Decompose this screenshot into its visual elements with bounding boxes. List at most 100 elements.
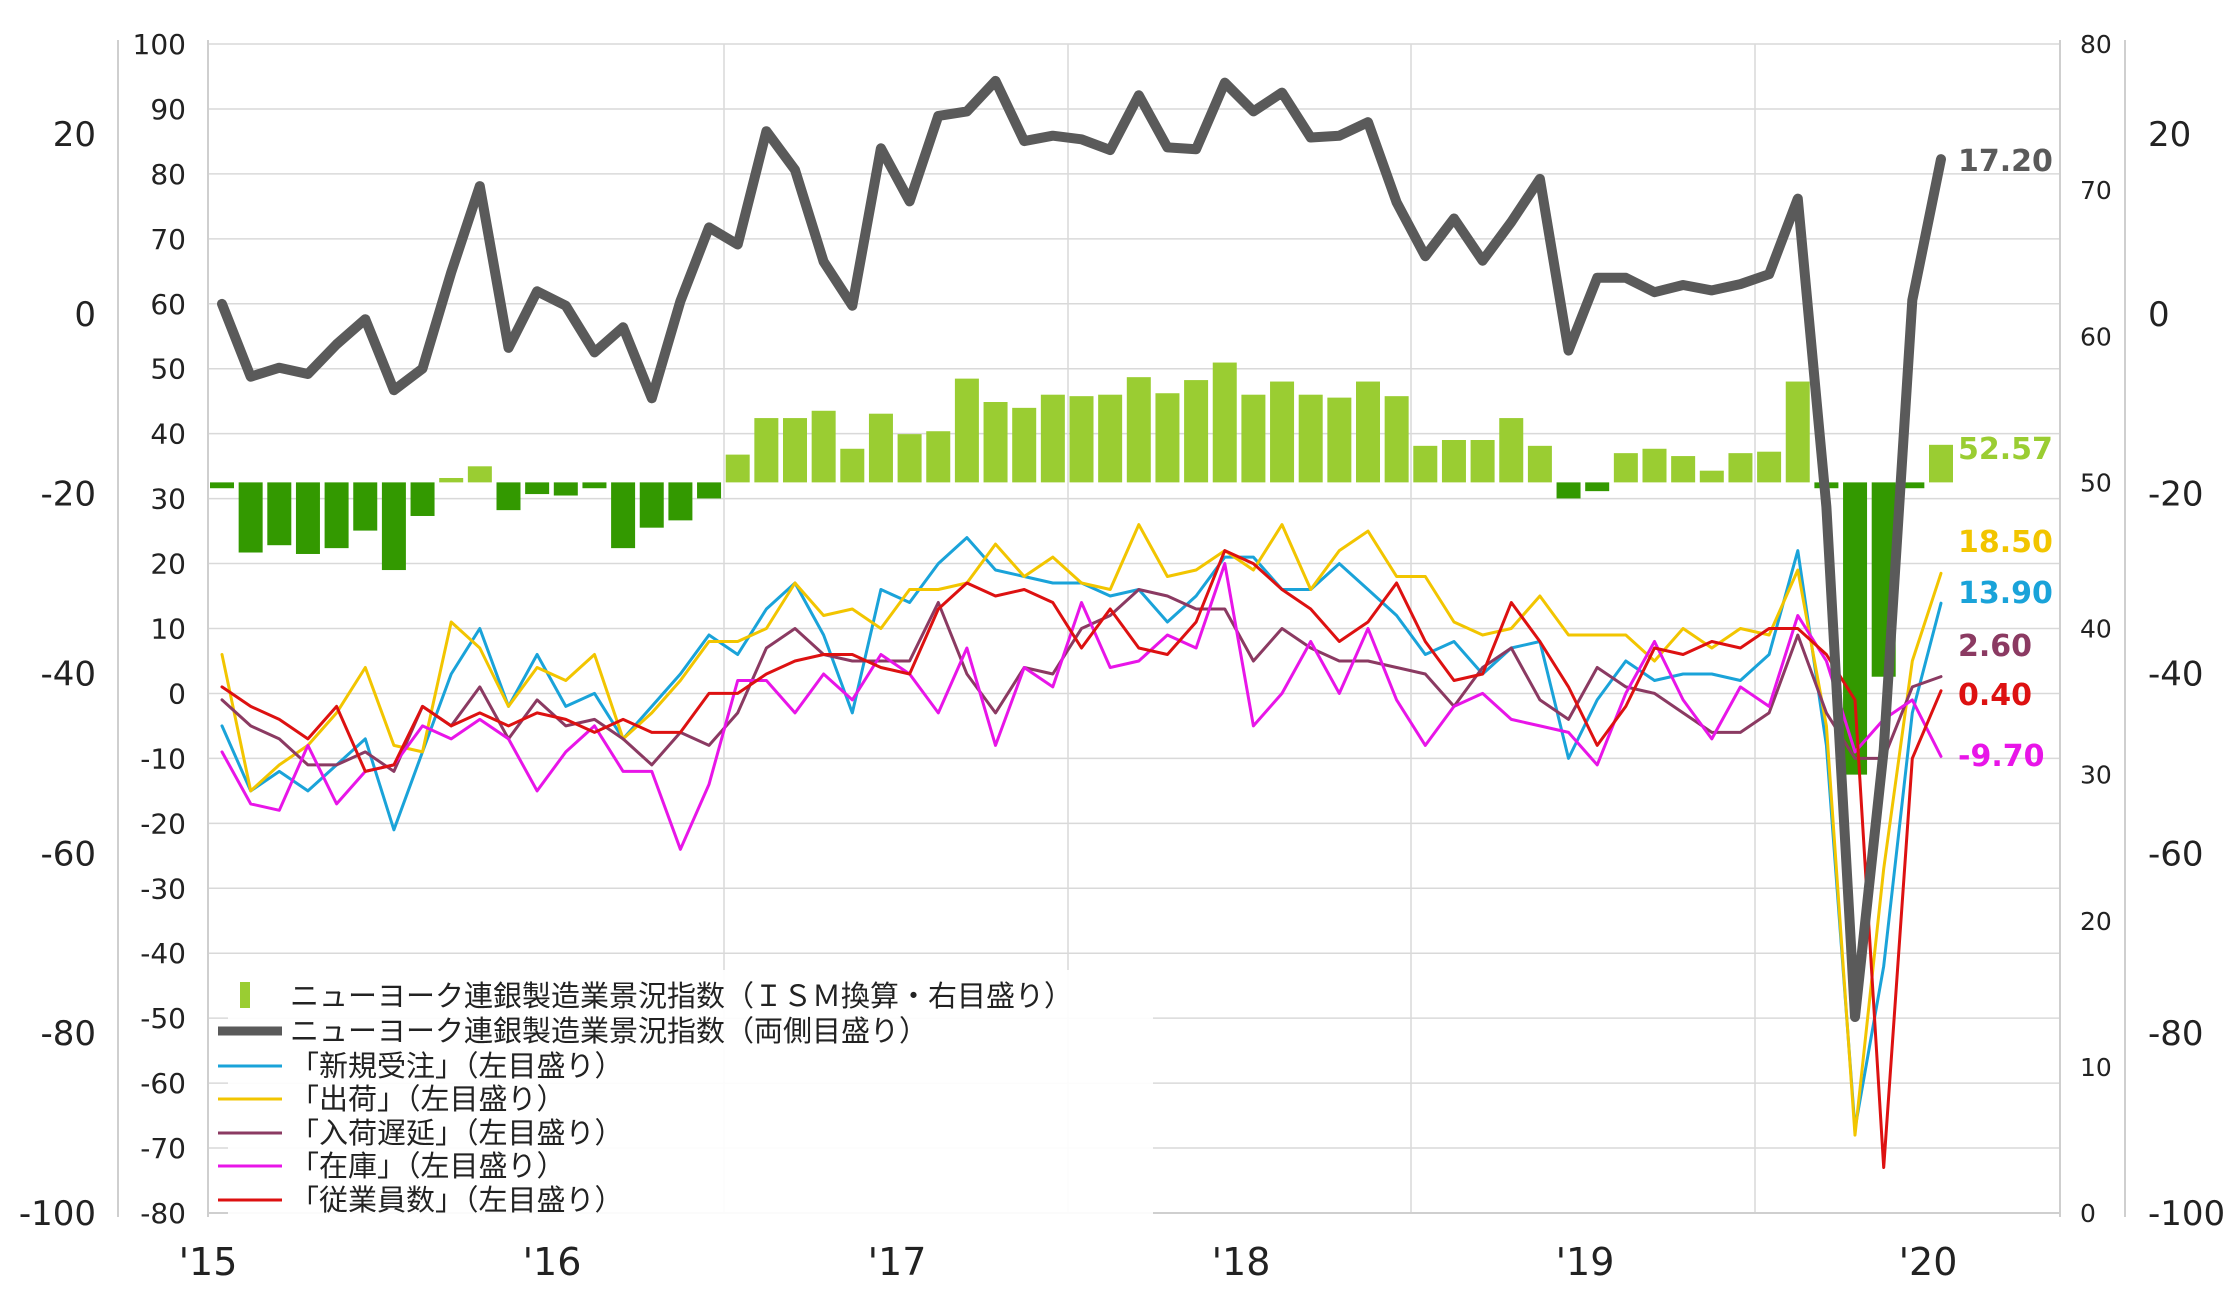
bar bbox=[1613, 453, 1638, 483]
bar bbox=[1499, 418, 1524, 483]
bar bbox=[238, 482, 263, 553]
tick-inner-right: 80 bbox=[2080, 30, 2112, 59]
tick-outer-right: -60 bbox=[2148, 834, 2204, 874]
end-labels: 52.57 17.20 13.90 18.50 2.60 -9.70 0.40 bbox=[1958, 144, 2053, 774]
bar bbox=[897, 434, 922, 483]
tick-x: '20 bbox=[1899, 1240, 1958, 1284]
tick-outer-right: -80 bbox=[2148, 1014, 2204, 1054]
bar bbox=[1699, 470, 1724, 483]
tick-outer-left: -40 bbox=[40, 654, 96, 694]
tick-x: '16 bbox=[523, 1240, 582, 1284]
bar bbox=[668, 482, 693, 521]
tick-outer-right: -20 bbox=[2148, 475, 2204, 515]
end-label: -9.70 bbox=[1958, 739, 2044, 774]
tick-inner-left: -70 bbox=[140, 1132, 186, 1165]
tick-x: '19 bbox=[1556, 1240, 1615, 1284]
legend-item: ニューヨーク連銀製造業景況指数（ＩＳＭ換算・右目盛り） bbox=[290, 979, 1073, 1013]
bar bbox=[1413, 445, 1438, 483]
bar bbox=[439, 477, 464, 483]
legend-item: 「従業員数」（左目盛り） bbox=[290, 1183, 624, 1217]
bar bbox=[295, 482, 320, 554]
bar bbox=[1069, 396, 1094, 483]
tick-outer-left: -20 bbox=[40, 475, 96, 515]
tick-outer-left: -60 bbox=[40, 834, 96, 874]
tick-inner-right: 40 bbox=[2080, 615, 2112, 644]
bar bbox=[1642, 448, 1667, 483]
bar bbox=[811, 410, 836, 483]
bar bbox=[697, 482, 722, 499]
bar bbox=[1470, 439, 1495, 483]
bar bbox=[1384, 396, 1409, 483]
tick-x: '18 bbox=[1212, 1240, 1271, 1284]
tick-inner-left: 90 bbox=[150, 93, 186, 126]
bar bbox=[725, 454, 750, 483]
tick-outer-left: 20 bbox=[53, 115, 96, 155]
tick-x: '17 bbox=[868, 1240, 927, 1284]
bar bbox=[324, 482, 349, 549]
tick-inner-right: 30 bbox=[2080, 761, 2112, 790]
bar bbox=[639, 482, 664, 528]
bar bbox=[525, 482, 550, 495]
bar bbox=[410, 482, 435, 516]
tick-inner-left: 70 bbox=[150, 223, 186, 256]
bar bbox=[1929, 444, 1953, 483]
tick-outer-right: -40 bbox=[2148, 654, 2204, 694]
legend-item: 「新規受注」（左目盛り） bbox=[290, 1049, 624, 1083]
tick-outer-right: 20 bbox=[2148, 115, 2191, 155]
bar bbox=[1040, 394, 1065, 483]
end-label: 13.90 bbox=[1958, 576, 2053, 611]
bar bbox=[1556, 482, 1581, 499]
bar bbox=[1327, 397, 1352, 483]
tick-inner-right: 10 bbox=[2080, 1053, 2112, 1082]
tick-inner-right: 0 bbox=[2080, 1199, 2096, 1228]
bar bbox=[1671, 456, 1696, 483]
end-label-bars: 52.57 bbox=[1958, 432, 2053, 467]
series-line bbox=[220, 523, 1943, 1137]
bar bbox=[1155, 393, 1180, 483]
tick-inner-left: 40 bbox=[150, 418, 186, 451]
axes: 200-20-40-60-80-100100908070605040302010… bbox=[19, 28, 2225, 1284]
tick-inner-left: 30 bbox=[150, 483, 186, 516]
bar bbox=[267, 482, 292, 546]
bar bbox=[1298, 394, 1323, 483]
bar bbox=[582, 482, 607, 489]
tick-outer-right: 0 bbox=[2148, 295, 2170, 335]
bar bbox=[1527, 445, 1552, 483]
bar bbox=[1441, 439, 1466, 483]
bar bbox=[553, 482, 578, 496]
bar bbox=[210, 482, 234, 489]
end-label: 17.20 bbox=[1958, 144, 2053, 179]
tick-x: '15 bbox=[179, 1240, 238, 1284]
tick-inner-left: 20 bbox=[150, 548, 186, 581]
legend-item: 「入荷遅延」（左目盛り） bbox=[290, 1116, 624, 1150]
tick-outer-left: 0 bbox=[74, 295, 96, 335]
end-label: 2.60 bbox=[1958, 629, 2032, 664]
bar bbox=[1356, 381, 1380, 483]
bar bbox=[1728, 453, 1753, 483]
bar bbox=[381, 482, 406, 571]
tick-outer-left: -100 bbox=[19, 1194, 96, 1234]
series-line bbox=[220, 588, 1943, 773]
bar bbox=[1757, 451, 1782, 483]
legend: ニューヨーク連銀製造業景況指数（ＩＳＭ換算・右目盛り）ニューヨーク連銀製造業景況… bbox=[218, 970, 1153, 1220]
legend-item: 「出荷」（左目盛り） bbox=[290, 1082, 566, 1116]
bar bbox=[983, 402, 1008, 483]
tick-inner-left: 100 bbox=[133, 28, 186, 61]
bar bbox=[926, 431, 951, 483]
tick-inner-left: -30 bbox=[140, 872, 186, 905]
bar bbox=[783, 418, 807, 483]
bar bbox=[1900, 482, 1925, 489]
series-line bbox=[217, 75, 1946, 1022]
legend-swatch-bar bbox=[240, 982, 250, 1008]
tick-inner-left: -40 bbox=[140, 937, 186, 970]
tick-inner-right: 20 bbox=[2080, 907, 2112, 936]
bar bbox=[467, 466, 492, 483]
tick-inner-left: -60 bbox=[140, 1067, 186, 1100]
bar bbox=[1212, 362, 1237, 483]
series-line bbox=[220, 549, 1943, 1169]
bar bbox=[1241, 394, 1266, 483]
tick-inner-right: 50 bbox=[2080, 468, 2112, 497]
bar bbox=[1585, 482, 1610, 492]
tick-inner-right: 70 bbox=[2080, 176, 2112, 205]
